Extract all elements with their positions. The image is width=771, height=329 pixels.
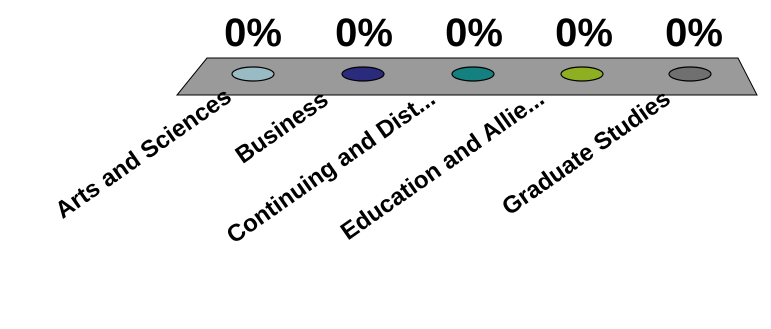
- category-label-3: Education and Allie...: [336, 85, 550, 246]
- value-label-2: 0%: [445, 11, 503, 55]
- bar-0: [231, 66, 275, 82]
- bar-1: [341, 66, 385, 82]
- bar-2: [451, 66, 495, 82]
- category-label-0: Arts and Sciences: [50, 83, 236, 224]
- value-label-4: 0%: [665, 11, 723, 55]
- value-label-3: 0%: [555, 11, 613, 55]
- bar-3: [560, 66, 604, 82]
- bar-4: [668, 66, 712, 82]
- value-label-0: 0%: [224, 11, 282, 55]
- value-label-1: 0%: [335, 11, 393, 55]
- category-label-1: Business: [231, 86, 334, 169]
